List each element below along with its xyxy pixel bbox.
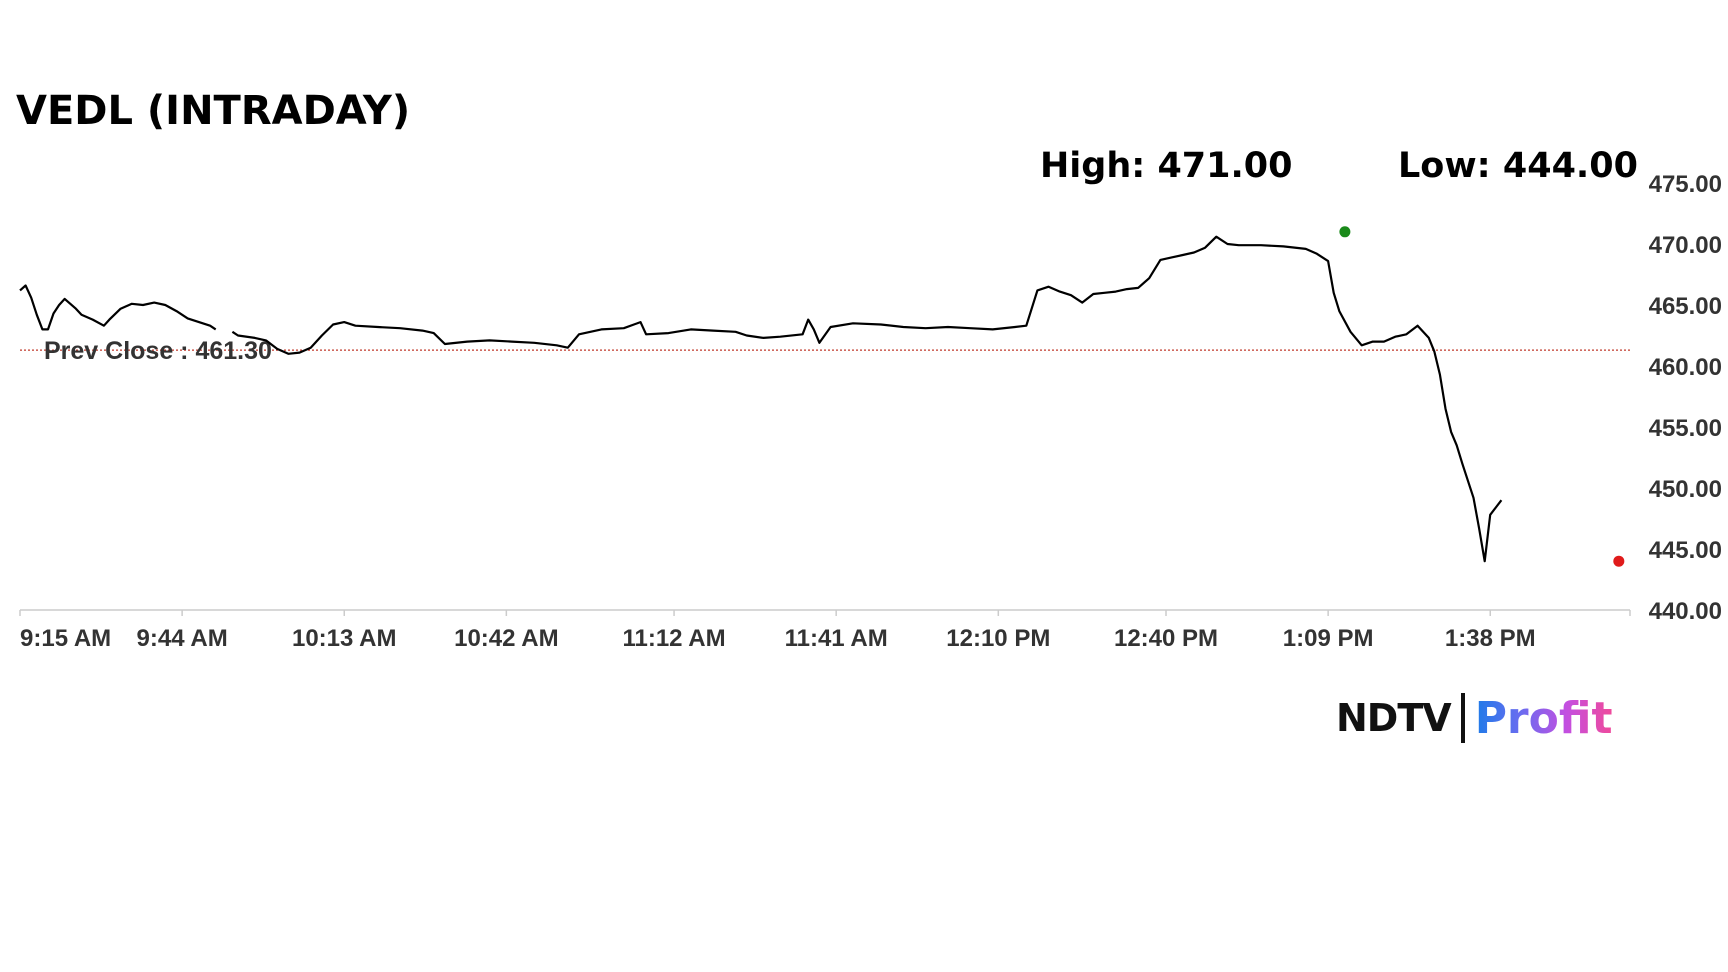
- x-tick-label: 1:38 PM: [1445, 625, 1536, 652]
- x-tick-label: 11:12 AM: [622, 625, 725, 652]
- low-marker: [1613, 555, 1625, 567]
- x-tick-label: 12:40 PM: [1114, 625, 1218, 652]
- y-tick-label: 445.00: [1649, 537, 1722, 564]
- x-tick-label: 10:42 AM: [454, 625, 558, 652]
- x-tick-label: 9:15 AM: [20, 625, 111, 652]
- low-value: Low: 444.00: [1398, 146, 1638, 186]
- prev-close-label: Prev Close : 461.30: [44, 337, 272, 365]
- price-line: [19, 235, 1503, 563]
- chart-title: VEDL (INTRADAY): [16, 88, 411, 134]
- x-tick-label: 10:13 AM: [292, 625, 396, 652]
- y-tick-label: 465.00: [1649, 293, 1722, 320]
- logo-ndtv-text: NDTV: [1336, 696, 1452, 740]
- y-tick-label: 455.00: [1649, 415, 1722, 442]
- high-marker: [1339, 226, 1351, 238]
- y-tick-label: 440.00: [1649, 598, 1722, 625]
- y-tick-label: 470.00: [1649, 232, 1722, 259]
- high-value: High: 471.00: [1040, 146, 1293, 186]
- y-tick-label: 460.00: [1649, 354, 1722, 381]
- x-tick-label: 9:44 AM: [137, 625, 228, 652]
- logo-profit-text: Profit: [1474, 692, 1613, 744]
- x-tick-label: 12:10 PM: [946, 625, 1050, 652]
- y-tick-label: 475.00: [1649, 171, 1722, 198]
- y-tick-label: 450.00: [1649, 476, 1722, 503]
- ndtv-profit-logo: NDTV Profit: [1336, 690, 1613, 746]
- x-tick-label: 11:41 AM: [785, 625, 888, 652]
- logo-divider: [1460, 693, 1465, 743]
- x-tick-label: 1:09 PM: [1283, 625, 1374, 652]
